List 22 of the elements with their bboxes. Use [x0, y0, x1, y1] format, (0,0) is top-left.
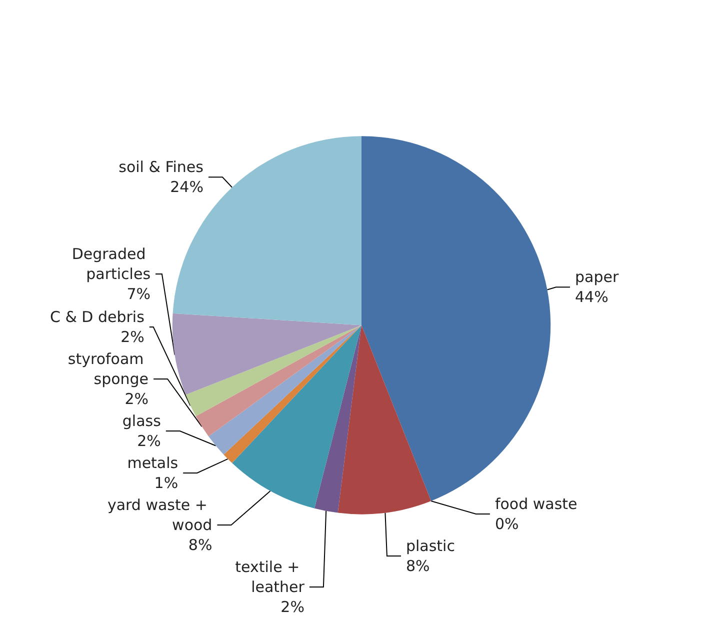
slice-label: soil & Fines — [118, 158, 204, 176]
data-label: 8% — [188, 536, 212, 554]
slice-label: C & D debris — [50, 308, 145, 326]
slice-label: textile + leather — [235, 558, 306, 596]
data-label: 2% — [280, 598, 304, 616]
slice-label: styrofoam sponge — [68, 350, 149, 388]
slice-label: glass — [122, 412, 162, 430]
data-label: 44% — [575, 288, 608, 306]
slice-label: paper — [575, 268, 620, 286]
slice-label: plastic — [406, 537, 455, 556]
data-label: 2% — [124, 390, 149, 408]
slice-label: Degraded particles — [72, 245, 151, 284]
legend-label: food waste — [494, 495, 578, 514]
data-label: 7% — [126, 285, 151, 304]
data-label: 8% — [406, 557, 430, 576]
slice-label: metals — [127, 454, 178, 472]
data-label: 2% — [137, 432, 161, 450]
data-label: 24% — [170, 178, 204, 196]
data-label: 1% — [154, 474, 178, 492]
slice-label: yard waste + wood — [107, 496, 212, 534]
text: 0% — [494, 515, 519, 534]
data-label: 2% — [120, 328, 144, 346]
